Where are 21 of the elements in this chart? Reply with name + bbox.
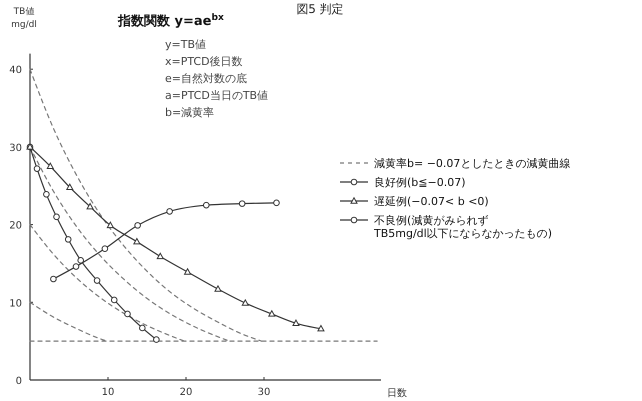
y-axis-title: TB値 mg/dl	[11, 6, 37, 30]
legend-label: 遅延例(−0.07< b <0)	[374, 195, 489, 208]
y-tick-label: 10	[9, 298, 22, 310]
legend-label: 減黄率b= −0.07としたときの減黄曲線	[374, 157, 570, 170]
legend-label: 良好例(b≦−0.07)	[374, 176, 466, 189]
annotation: a=PTCD当日のTB値	[165, 89, 268, 102]
annotation: b=減黄率	[165, 106, 214, 119]
x-tick-label: 30	[258, 387, 270, 398]
legend-label: 不良例(減黄がみられず TB5mg/dl以下にならなかったもの)	[373, 214, 552, 240]
text: y=TB値	[165, 38, 206, 51]
y-tick-label: 30	[9, 142, 22, 154]
annotation: x=PTCD後日数	[165, 55, 243, 68]
annotation: e=自然対数の底	[165, 72, 247, 85]
x-tick-label: 10	[102, 387, 114, 398]
y-tick-label: 20	[9, 220, 22, 232]
y-tick-label: 0	[16, 376, 22, 387]
y-tick-label: 40	[9, 65, 22, 76]
text: 指数関数 y=ae$^{bx}$	[117, 13, 224, 29]
x-tick-label: 20	[180, 387, 192, 398]
x-axis-title: 日数	[387, 388, 407, 399]
chart-title: 図5 判定	[296, 2, 344, 16]
